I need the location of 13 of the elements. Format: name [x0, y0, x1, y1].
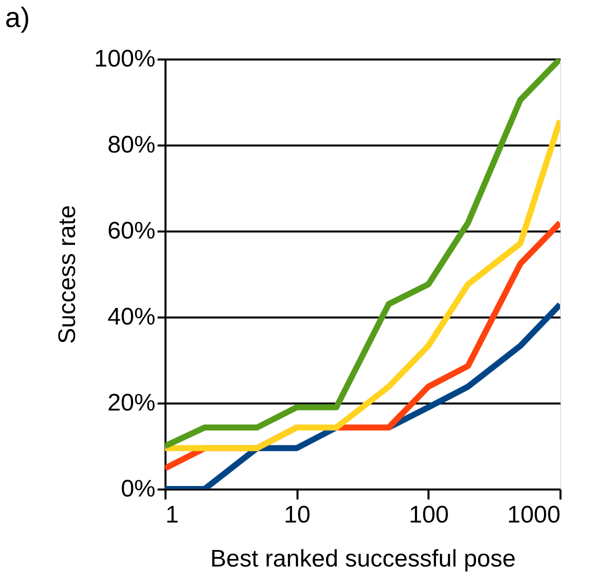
x-tick-label: 1	[166, 502, 179, 528]
chart-title: a)	[5, 2, 30, 33]
x-tick-label: 100	[408, 502, 449, 528]
y-tick-label: 100%	[94, 46, 156, 72]
y-tick-label: 80%	[107, 132, 156, 158]
y-tick-label: 20%	[107, 390, 156, 416]
x-axis-title: Best ranked successful pose	[210, 546, 516, 572]
x-tick-label: 1000	[507, 502, 560, 528]
x-tick-label: 10	[284, 502, 311, 528]
y-tick-label: 40%	[107, 304, 156, 330]
y-tick-label: 0%	[120, 476, 156, 502]
y-axis-title: Success rate	[54, 205, 82, 344]
y-tick-label: 60%	[107, 218, 156, 244]
